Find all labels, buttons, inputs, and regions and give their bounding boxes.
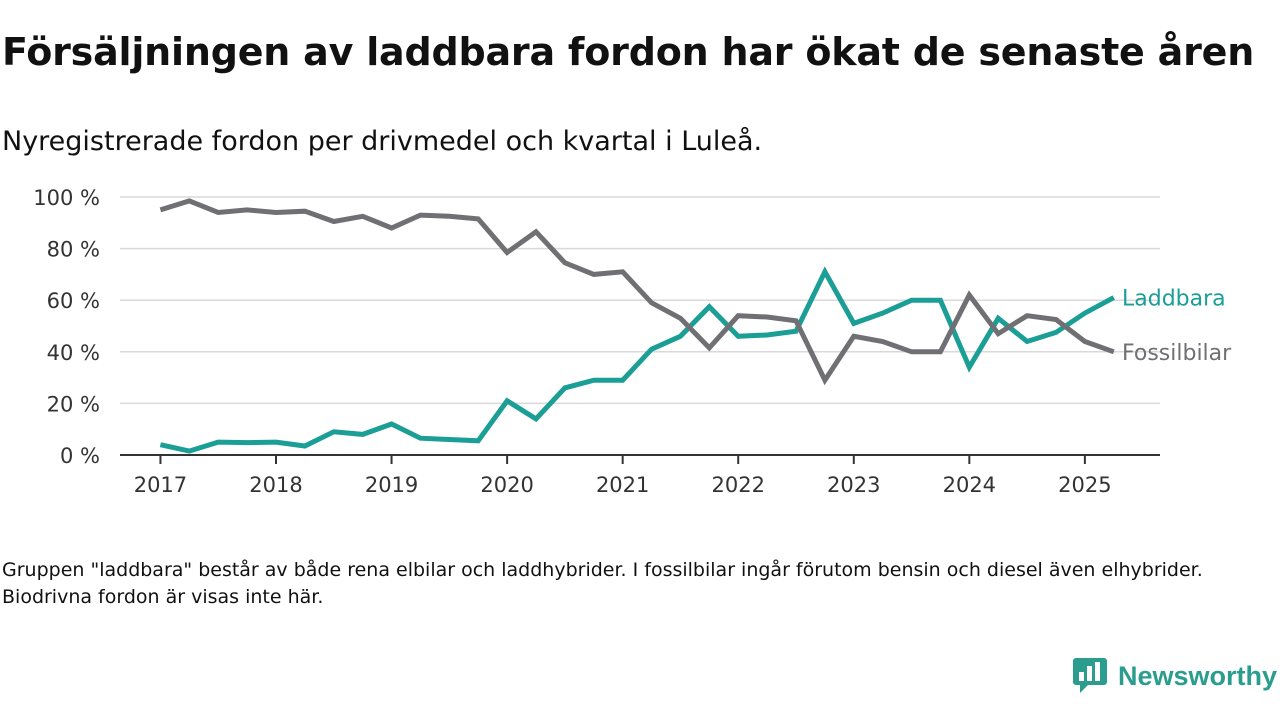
y-tick-label: 40 % xyxy=(47,341,100,365)
x-tick-label: 2023 xyxy=(827,473,880,497)
x-tick-label: 2025 xyxy=(1058,473,1111,497)
y-tick-label: 0 % xyxy=(60,444,100,468)
series-line-laddbara xyxy=(159,266,1115,454)
chart-subtitle: Nyregistrerade fordon per drivmedel och … xyxy=(2,126,763,157)
y-tick-label: 100 % xyxy=(33,186,100,210)
x-tick-label: 2019 xyxy=(365,473,418,497)
y-tick-label: 20 % xyxy=(47,392,100,416)
newsworthy-chart-icon xyxy=(1073,658,1107,693)
line-chart: 0 % 20 % 40 % 60 % 80 % 100 % 2017 2018 2019 2020… xyxy=(33,186,1232,497)
y-tick-label: 80 % xyxy=(47,238,100,262)
chart-title: Försäljningen av laddbara fordon har öka… xyxy=(2,30,1255,74)
x-tick-label: 2020 xyxy=(480,473,533,497)
x-tick-label: 2024 xyxy=(943,473,996,497)
chart-footnote: Gruppen "laddbara" består av både rena e… xyxy=(2,559,1203,608)
x-tick-label: 2022 xyxy=(711,473,764,497)
series-label-fossilbilar: Fossilbilar xyxy=(1122,341,1232,366)
x-tick-label: 2018 xyxy=(249,473,302,497)
y-tick-label: 60 % xyxy=(47,289,100,313)
x-tick-label: 2017 xyxy=(134,473,187,497)
x-tick-label: 2021 xyxy=(596,473,649,497)
brand-name: Newsworthy xyxy=(1118,660,1278,691)
series-line-fossilbilar xyxy=(159,198,1115,386)
newsworthy-logo[interactable]: Newsworthy xyxy=(1072,654,1277,698)
series-label-laddbara: Laddbara xyxy=(1122,287,1226,312)
